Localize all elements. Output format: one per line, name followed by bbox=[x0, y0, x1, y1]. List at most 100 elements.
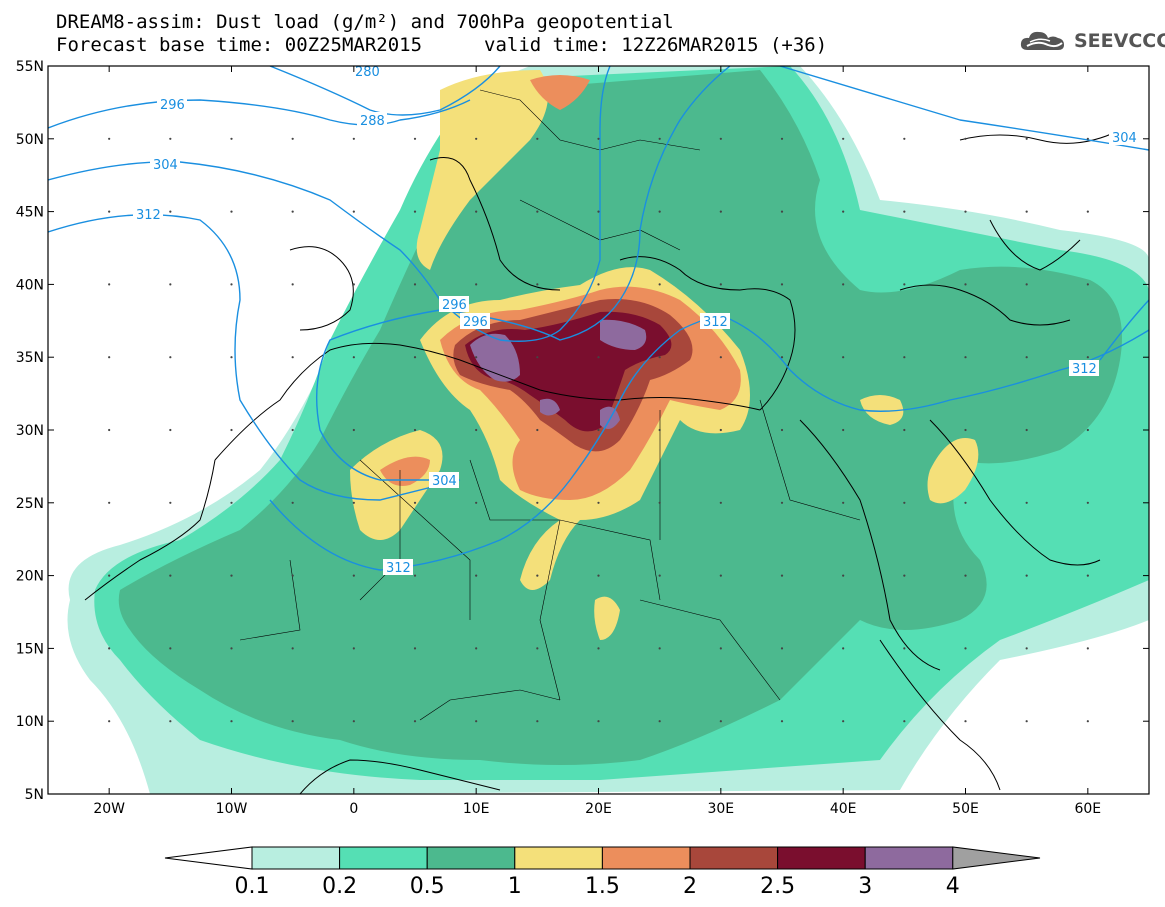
colorbar-label: 0.1 bbox=[235, 874, 270, 899]
svg-text:312: 312 bbox=[136, 208, 161, 223]
colorbar-bin bbox=[426, 846, 516, 870]
grid-dot bbox=[780, 501, 784, 504]
forecast-base-time: Forecast base time: 00Z25MAR2015 bbox=[56, 34, 423, 56]
svg-text:312: 312 bbox=[703, 315, 728, 330]
grid-dot bbox=[1086, 137, 1089, 140]
lon-label: 20W bbox=[93, 801, 125, 817]
grid-dot bbox=[536, 356, 539, 359]
contour-label: 288 bbox=[357, 112, 387, 129]
latitude-axis: 55N 50N 45N 40N 35N 30N 25N 20N 15N 10N 5N bbox=[16, 59, 1149, 803]
lat-label: 15N bbox=[16, 641, 44, 657]
colorbar-label: 0.5 bbox=[410, 874, 445, 899]
grid-dot bbox=[108, 137, 111, 140]
grid-dot bbox=[108, 210, 111, 213]
grid-dot bbox=[536, 720, 539, 723]
colorbar-bin bbox=[601, 846, 691, 870]
grid-dot bbox=[658, 428, 661, 432]
contour-label: 296 bbox=[439, 296, 469, 313]
grid-dot bbox=[1086, 428, 1089, 432]
grid-dot bbox=[413, 210, 417, 213]
grid-dot bbox=[230, 574, 233, 577]
lon-label: 30E bbox=[707, 801, 734, 817]
grid-dot bbox=[413, 720, 417, 723]
grid-dot bbox=[1025, 428, 1028, 432]
grid-dot bbox=[658, 137, 661, 140]
contour-label: 304 bbox=[1109, 129, 1139, 146]
grid-dot bbox=[903, 647, 906, 650]
grid-dot bbox=[780, 137, 784, 140]
colorbar-label: 2 bbox=[683, 874, 697, 899]
grid-dot bbox=[230, 137, 233, 140]
grid-dot bbox=[780, 283, 784, 286]
svg-text:304: 304 bbox=[153, 158, 178, 173]
grid-dot bbox=[903, 574, 906, 577]
grid-dot bbox=[536, 137, 539, 140]
grid-dot bbox=[291, 501, 294, 504]
colorbar-bin bbox=[339, 846, 428, 870]
lon-label: 60E bbox=[1074, 801, 1101, 817]
grid-dot bbox=[903, 356, 906, 359]
grid-dot bbox=[230, 501, 233, 504]
grid-dot bbox=[108, 647, 111, 650]
grid-dot bbox=[1086, 283, 1089, 286]
grid-dot bbox=[475, 283, 478, 286]
grid-dot bbox=[1086, 210, 1089, 213]
grid-dot bbox=[291, 428, 294, 432]
grid-dot bbox=[780, 720, 784, 723]
contour-label: 312 bbox=[1069, 360, 1099, 377]
grid-dot bbox=[291, 356, 294, 359]
grid-dot bbox=[169, 137, 172, 140]
grid-dot bbox=[536, 210, 539, 213]
grid-dot bbox=[658, 210, 661, 213]
colorbar-bin bbox=[514, 846, 603, 870]
grid-dot bbox=[169, 283, 172, 286]
grid-dot bbox=[719, 428, 722, 432]
grid-dot bbox=[169, 356, 172, 359]
seevccc-logo: SEEVCCC bbox=[1018, 28, 1165, 54]
grid-dot bbox=[1025, 574, 1028, 577]
grid-dot bbox=[536, 647, 539, 650]
grid-dot bbox=[108, 574, 111, 577]
grid-dot bbox=[964, 356, 967, 359]
grid-dot bbox=[658, 574, 661, 577]
grid-dot bbox=[903, 210, 906, 213]
grid-dot bbox=[1025, 210, 1028, 213]
grid-dot bbox=[352, 137, 355, 140]
grid-dot bbox=[964, 501, 967, 504]
grid-dot bbox=[597, 501, 600, 504]
grid-dot bbox=[352, 574, 355, 577]
svg-text:304: 304 bbox=[432, 474, 457, 489]
grid-dot bbox=[964, 137, 967, 140]
lon-label: 40E bbox=[830, 801, 857, 817]
grid-dot bbox=[597, 720, 600, 723]
grid-dot bbox=[903, 501, 906, 504]
grid-dot bbox=[230, 720, 233, 723]
grid-dot bbox=[413, 428, 417, 432]
valid-time: valid time: 12Z26MAR2015 (+36) bbox=[484, 34, 828, 56]
colorbar: 0.1 0.2 0.5 1 1.5 2 2.5 3 4 bbox=[164, 846, 1041, 899]
country-borders bbox=[239, 89, 861, 721]
grid-dot bbox=[536, 501, 539, 504]
grid-dot bbox=[964, 283, 967, 286]
grid-dot bbox=[842, 720, 845, 723]
grid-dot bbox=[658, 283, 661, 286]
grid-dot bbox=[108, 501, 111, 504]
grid-dot bbox=[780, 428, 784, 432]
grid-dot bbox=[108, 356, 111, 359]
svg-text:312: 312 bbox=[1072, 362, 1097, 377]
colorbar-over-triangle bbox=[952, 846, 1041, 870]
grid-dot bbox=[352, 210, 355, 213]
dust-layer-3-b bbox=[600, 319, 647, 350]
grid-dot bbox=[903, 720, 906, 723]
grid-dot bbox=[230, 356, 233, 359]
grid-dot bbox=[413, 137, 417, 140]
grid-dot bbox=[169, 501, 172, 504]
lat-label: 10N bbox=[16, 714, 44, 730]
lat-label: 5N bbox=[25, 787, 44, 803]
dust-layer-3 bbox=[470, 333, 520, 382]
colorbar-under-triangle bbox=[164, 846, 253, 870]
lat-label: 30N bbox=[16, 423, 44, 439]
grid-dot bbox=[291, 647, 294, 650]
grid-dot bbox=[597, 356, 600, 359]
lat-label: 55N bbox=[16, 59, 44, 75]
